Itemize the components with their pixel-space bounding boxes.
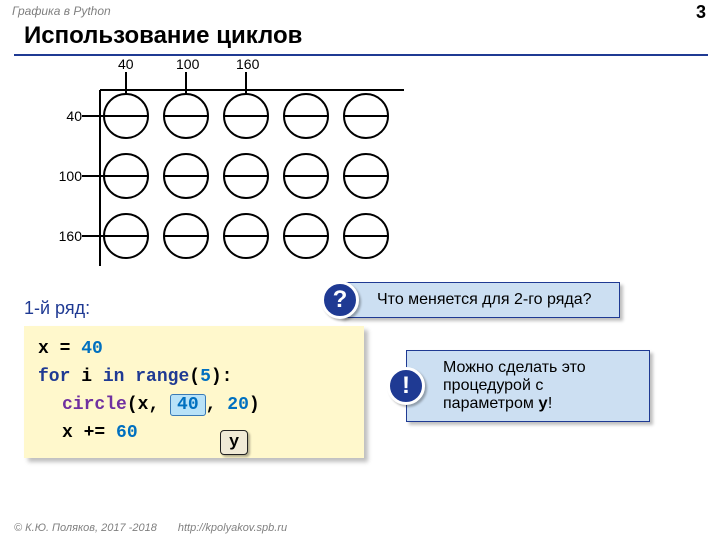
code-var: x = xyxy=(38,339,81,359)
slide-title: Использование циклов xyxy=(24,22,302,50)
slide-footer: © К.Ю. Поляков, 2017 -2018 http://kpolya… xyxy=(14,522,287,534)
code-keyword-in: in xyxy=(103,367,125,387)
code-arg-highlight: 40 xyxy=(170,394,206,416)
code-number: 60 xyxy=(116,423,138,443)
page-number: 3 xyxy=(696,2,706,23)
axis-label-top: 100 xyxy=(176,56,199,72)
code-var: x += xyxy=(62,423,116,443)
code-var: i xyxy=(70,367,102,387)
y-badge: y xyxy=(220,430,248,455)
header-label: Графика в Python xyxy=(12,4,111,18)
code-line-2: for i in range(5): xyxy=(38,364,350,392)
row1-label: 1-й ряд: xyxy=(24,298,90,319)
code-arg: x xyxy=(138,395,149,415)
axis-label-left: 100 xyxy=(52,168,82,184)
footer-url: http://kpolyakov.spb.ru xyxy=(178,522,287,534)
callout-exclaim-text: Можно сделать это процедурой с параметро… xyxy=(443,359,586,412)
axis-label-left: 160 xyxy=(52,228,82,244)
code-line-3: circle(x, 40, 20) xyxy=(38,392,350,420)
exclaim-icon: ! xyxy=(387,367,425,405)
code-keyword-for: for xyxy=(38,367,70,387)
code-block: x = 40 for i in range(5): circle(x, 40, … xyxy=(24,326,364,458)
callout-exclaim: ! Можно сделать это процедурой с парамет… xyxy=(406,350,650,422)
axis-label-top: 160 xyxy=(236,56,259,72)
question-icon: ? xyxy=(321,281,359,319)
axis-label-top: 40 xyxy=(118,56,134,72)
code-number: 5 xyxy=(200,367,211,387)
code-number: 40 xyxy=(81,339,103,359)
code-line-4: x += 60 xyxy=(38,420,350,448)
code-fn-circle: circle xyxy=(62,395,127,415)
code-line-1: x = 40 xyxy=(38,336,350,364)
circles-diagram: 4010016040100160 xyxy=(56,66,416,276)
code-keyword-range: range xyxy=(135,367,189,387)
footer-copyright: © К.Ю. Поляков, 2017 -2018 xyxy=(14,522,157,534)
callout-question: ? Что меняется для 2-го ряда? xyxy=(340,282,620,318)
callout-question-text: Что меняется для 2-го ряда? xyxy=(377,291,592,308)
axis-label-left: 40 xyxy=(52,108,82,124)
code-number: 20 xyxy=(227,395,249,415)
